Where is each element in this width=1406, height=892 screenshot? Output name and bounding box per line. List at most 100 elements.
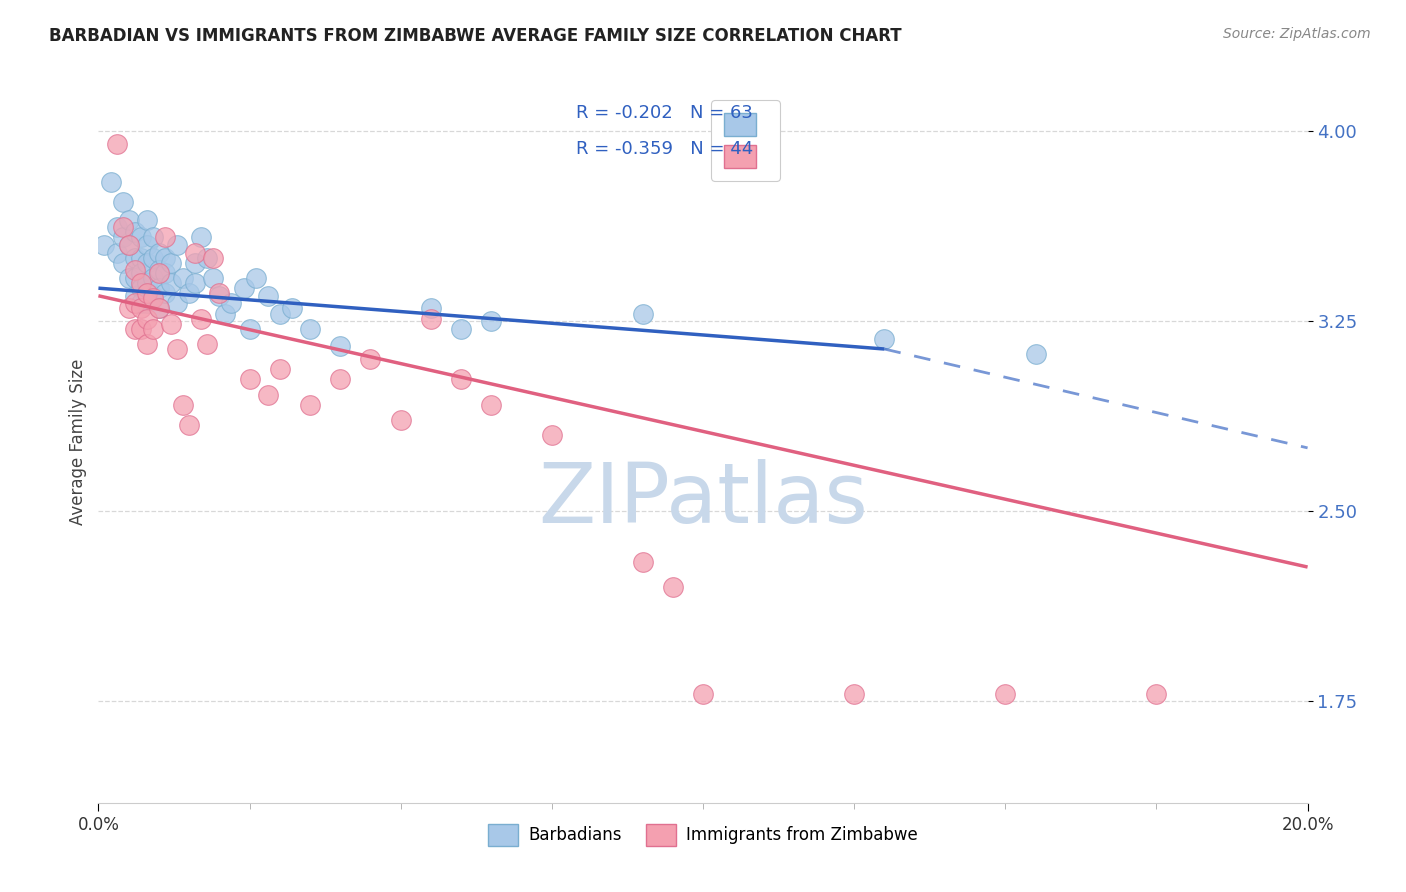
Point xyxy=(142,271,165,285)
Point xyxy=(124,271,146,285)
Y-axis label: Average Family Size: Average Family Size xyxy=(69,359,87,524)
Point xyxy=(135,296,157,310)
Point xyxy=(389,413,412,427)
Point xyxy=(481,398,503,412)
Point xyxy=(148,301,170,316)
Point xyxy=(129,230,152,244)
Point xyxy=(631,555,654,569)
Point xyxy=(172,398,194,412)
Point xyxy=(221,296,243,310)
Point xyxy=(195,251,218,265)
Point xyxy=(420,301,443,316)
Point xyxy=(135,311,157,326)
Point xyxy=(124,322,146,336)
Text: BARBADIAN VS IMMIGRANTS FROM ZIMBABWE AVERAGE FAMILY SIZE CORRELATION CHART: BARBADIAN VS IMMIGRANTS FROM ZIMBABWE AV… xyxy=(49,27,901,45)
Point xyxy=(208,289,231,303)
Text: ZIPatlas: ZIPatlas xyxy=(538,458,868,540)
Point xyxy=(148,266,170,280)
Point xyxy=(184,256,207,270)
Text: R = -0.359   N = 44: R = -0.359 N = 44 xyxy=(576,140,754,158)
Point xyxy=(105,136,128,151)
Point xyxy=(135,276,157,290)
Point xyxy=(631,306,654,320)
Point xyxy=(153,266,176,280)
Point xyxy=(994,687,1017,701)
Point xyxy=(1144,687,1167,701)
Point xyxy=(124,263,146,277)
Point xyxy=(153,286,176,301)
Point xyxy=(160,317,183,331)
Point xyxy=(105,220,128,235)
Point xyxy=(190,230,212,244)
Point xyxy=(184,276,207,290)
Point xyxy=(179,418,201,433)
Point xyxy=(135,337,157,351)
Point xyxy=(135,212,157,227)
Point xyxy=(129,266,152,280)
Point xyxy=(142,251,165,265)
Point xyxy=(111,194,134,209)
Point xyxy=(195,337,218,351)
Point xyxy=(202,251,225,265)
Text: Source: ZipAtlas.com: Source: ZipAtlas.com xyxy=(1223,27,1371,41)
Point xyxy=(124,289,146,303)
Point xyxy=(208,286,231,301)
Point xyxy=(93,238,115,252)
Point xyxy=(129,281,152,295)
Point xyxy=(269,362,291,376)
Point xyxy=(179,286,201,301)
Point xyxy=(124,296,146,310)
Point xyxy=(299,322,322,336)
Point xyxy=(118,301,141,316)
Point xyxy=(166,296,188,310)
Point xyxy=(142,322,165,336)
Point xyxy=(1024,347,1046,361)
Point xyxy=(239,322,262,336)
Point xyxy=(129,322,152,336)
Point xyxy=(172,271,194,285)
Point xyxy=(142,291,165,305)
Point xyxy=(245,271,267,285)
Point xyxy=(329,339,352,353)
Text: R = -0.202   N = 63: R = -0.202 N = 63 xyxy=(576,103,754,122)
Point xyxy=(190,311,212,326)
Point xyxy=(281,301,304,316)
Point xyxy=(160,276,183,290)
Point xyxy=(160,256,183,270)
Point xyxy=(329,372,352,386)
Point xyxy=(450,372,472,386)
Point xyxy=(105,245,128,260)
Point xyxy=(148,245,170,260)
Point xyxy=(135,286,157,301)
Point xyxy=(124,251,146,265)
Point xyxy=(214,306,236,320)
Point xyxy=(166,238,188,252)
Point xyxy=(118,238,141,252)
Point xyxy=(129,251,152,265)
Point xyxy=(129,296,152,310)
Point xyxy=(148,301,170,316)
Point xyxy=(153,251,176,265)
Point xyxy=(129,301,152,316)
Point xyxy=(135,238,157,252)
Point xyxy=(129,276,152,290)
Legend: Barbadians, Immigrants from Zimbabwe: Barbadians, Immigrants from Zimbabwe xyxy=(481,818,925,852)
Point xyxy=(111,230,134,244)
Point xyxy=(118,212,141,227)
Point xyxy=(450,322,472,336)
Point xyxy=(256,289,278,303)
Point xyxy=(148,263,170,277)
Point xyxy=(420,311,443,326)
Point xyxy=(135,256,157,270)
Point xyxy=(166,342,188,356)
Point xyxy=(142,230,165,244)
Point xyxy=(873,332,896,346)
Point xyxy=(100,175,122,189)
Point xyxy=(142,289,165,303)
Point xyxy=(111,256,134,270)
Point xyxy=(124,226,146,240)
Point xyxy=(481,314,503,328)
Point xyxy=(232,281,254,295)
Point xyxy=(269,306,291,320)
Point xyxy=(256,387,278,401)
